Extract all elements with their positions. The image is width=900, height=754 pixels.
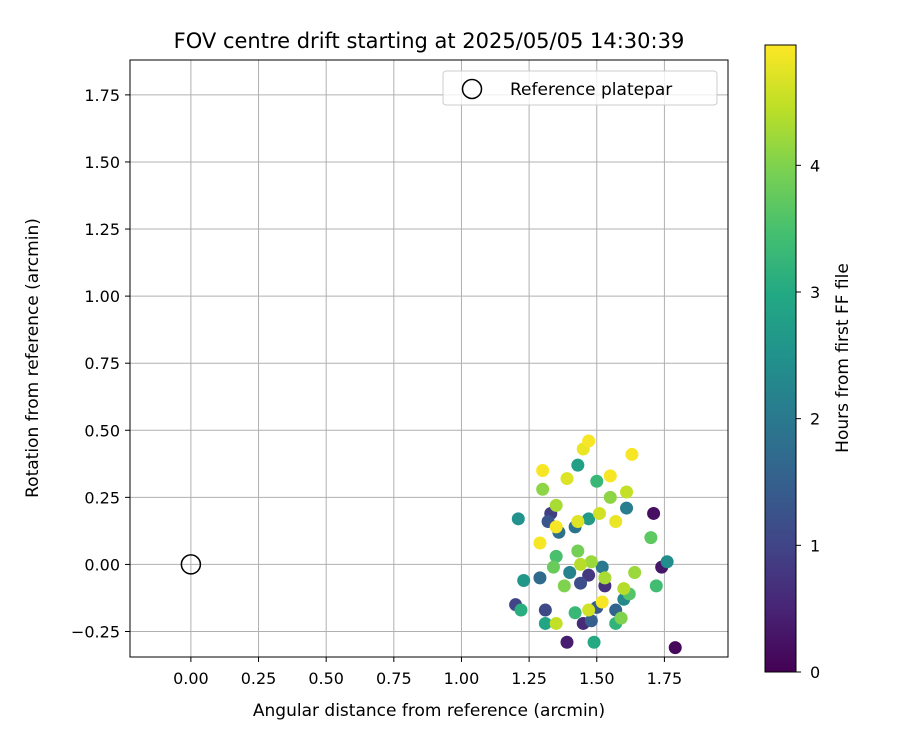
y-axis-label: Rotation from reference (arcmin): [23, 218, 43, 498]
colorbar-tick-label: 3: [810, 283, 820, 302]
data-point: [582, 512, 596, 526]
data-point: [595, 595, 609, 609]
data-point: [614, 611, 628, 625]
data-point: [549, 498, 563, 512]
data-point: [571, 458, 585, 472]
data-point: [603, 490, 617, 504]
y-axis-ticks: −0.25 0.00 0.25 0.50 0.75 1.00 1.25 1.50 1.75: [71, 86, 130, 642]
data-point: [628, 565, 642, 579]
data-point: [582, 603, 596, 617]
data-point: [617, 582, 631, 596]
data-point: [533, 571, 547, 585]
data-point: [582, 568, 596, 582]
data-point: [582, 434, 596, 448]
data-point: [660, 555, 674, 569]
data-point: [560, 472, 574, 486]
data-point: [574, 557, 588, 571]
y-tick-label: 1.50: [84, 153, 120, 172]
x-axis-ticks: 0.00 0.25 0.50 0.75 1.00 1.25 1.50 1.75: [173, 657, 682, 688]
legend: Reference platepar: [442, 70, 718, 106]
data-point: [574, 576, 588, 590]
x-tick-label: 0.25: [241, 669, 277, 688]
y-tick-label: 0.00: [84, 555, 120, 574]
data-points: [509, 434, 682, 655]
legend-box: [442, 70, 718, 106]
y-tick-label: 1.00: [84, 287, 120, 306]
legend-label: Reference platepar: [510, 80, 672, 100]
colorbar-ticks: 0 1 2 3 4: [796, 156, 820, 682]
data-point: [546, 560, 560, 574]
x-tick-label: 1.75: [647, 669, 683, 688]
data-point: [568, 606, 582, 620]
colorbar: [764, 44, 797, 673]
data-point: [647, 506, 661, 520]
data-point: [557, 579, 571, 593]
data-point: [603, 469, 617, 483]
data-point: [511, 512, 525, 526]
data-point: [536, 464, 550, 478]
data-point: [538, 616, 552, 630]
x-tick-label: 0.00: [173, 669, 209, 688]
y-tick-label: 1.25: [84, 220, 120, 239]
y-tick-label: 1.75: [84, 86, 120, 105]
data-point: [620, 501, 634, 515]
data-point: [587, 635, 601, 649]
data-point: [514, 603, 528, 617]
x-tick-label: 0.50: [308, 669, 344, 688]
x-tick-label: 1.25: [511, 669, 547, 688]
data-point: [549, 616, 563, 630]
data-point: [571, 515, 585, 529]
data-point: [590, 474, 604, 488]
x-tick-label: 0.75: [376, 669, 412, 688]
colorbar-tick-label: 0: [810, 663, 820, 682]
colorbar-tick-label: 1: [810, 536, 820, 555]
data-point: [571, 544, 585, 558]
data-point: [609, 515, 623, 529]
colorbar-label: Hours from first FF file: [833, 263, 853, 453]
grid-lines: [130, 60, 728, 657]
colorbar-tick-label: 4: [810, 156, 820, 175]
data-point: [668, 641, 682, 655]
x-tick-label: 1.50: [579, 669, 615, 688]
data-point: [517, 574, 531, 588]
x-tick-label: 1.00: [444, 669, 480, 688]
x-axis-label: Angular distance from reference (arcmin): [253, 701, 605, 721]
data-point: [625, 447, 639, 461]
data-point: [563, 565, 577, 579]
data-point: [536, 482, 550, 496]
y-tick-label: −0.25: [71, 623, 120, 642]
plot-frame: [129, 59, 729, 658]
data-point: [560, 635, 574, 649]
colorbar-tick-label: 2: [810, 410, 820, 429]
data-point: [584, 555, 598, 569]
y-tick-label: 0.25: [84, 488, 120, 507]
data-point: [584, 614, 598, 628]
data-point: [620, 485, 634, 499]
data-point: [649, 579, 663, 593]
data-point: [538, 603, 552, 617]
legend-marker-icon: [461, 78, 483, 100]
data-point: [644, 531, 658, 545]
y-tick-label: 0.50: [84, 421, 120, 440]
chart-title: FOV centre drift starting at 2025/05/05 …: [174, 29, 685, 53]
data-point: [533, 536, 547, 550]
data-point: [549, 549, 563, 563]
data-point: [598, 571, 612, 585]
y-tick-label: 0.75: [84, 354, 120, 373]
reference-platepar-marker: [180, 554, 202, 575]
data-point: [595, 560, 609, 574]
data-point: [592, 506, 606, 520]
data-point: [549, 520, 563, 534]
